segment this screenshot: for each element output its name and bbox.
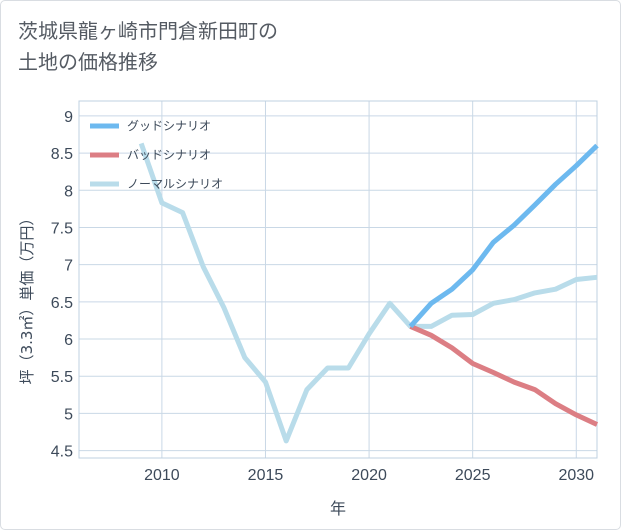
y-tick-label: 9 (64, 109, 73, 126)
y-tick-label: 6 (64, 332, 73, 349)
x-tick-label: 2025 (455, 467, 491, 484)
x-axis-ticks: 2010 2015 2020 2025 2030 (144, 467, 594, 484)
y-tick-label: 8 (64, 183, 73, 200)
chart-title: 茨城県龍ヶ崎市門倉新田町の 土地の価格推移 (18, 16, 438, 78)
y-axis-ticks: 4.5 5 5.5 6 6.5 7 7.5 8 8.5 9 (51, 109, 73, 461)
chart-title-line-1: 茨城県龍ヶ崎市門倉新田町の (18, 19, 278, 43)
y-tick-label: 4.5 (51, 444, 73, 461)
x-tick-label: 2010 (144, 467, 180, 484)
y-tick-label: 5.5 (51, 369, 73, 386)
legend-label: バッドシナリオ (127, 148, 211, 162)
x-axis-label: 年 (330, 499, 346, 518)
y-tick-label: 7 (64, 258, 73, 275)
legend-label: ノーマルシナリオ (127, 177, 223, 191)
series-line-good (408, 143, 599, 329)
x-tick-label: 2030 (558, 467, 594, 484)
y-tick-label: 8.5 (51, 146, 73, 163)
y-tick-label: 7.5 (51, 220, 73, 237)
x-tick-label: 2020 (351, 467, 387, 484)
series-lines (138, 142, 599, 444)
y-tick-label: 6.5 (51, 295, 73, 312)
y-axis-label: 坪（3.3㎡）単価（万円） (18, 211, 36, 385)
chart-title-line-2: 土地の価格推移 (18, 50, 158, 74)
grid-lines (79, 101, 597, 458)
series-line-bad (409, 324, 599, 427)
series-line-normal (138, 142, 598, 444)
legend-label: グッドシナリオ (127, 119, 211, 133)
x-tick-label: 2015 (248, 467, 284, 484)
y-tick-label: 5 (64, 406, 73, 423)
